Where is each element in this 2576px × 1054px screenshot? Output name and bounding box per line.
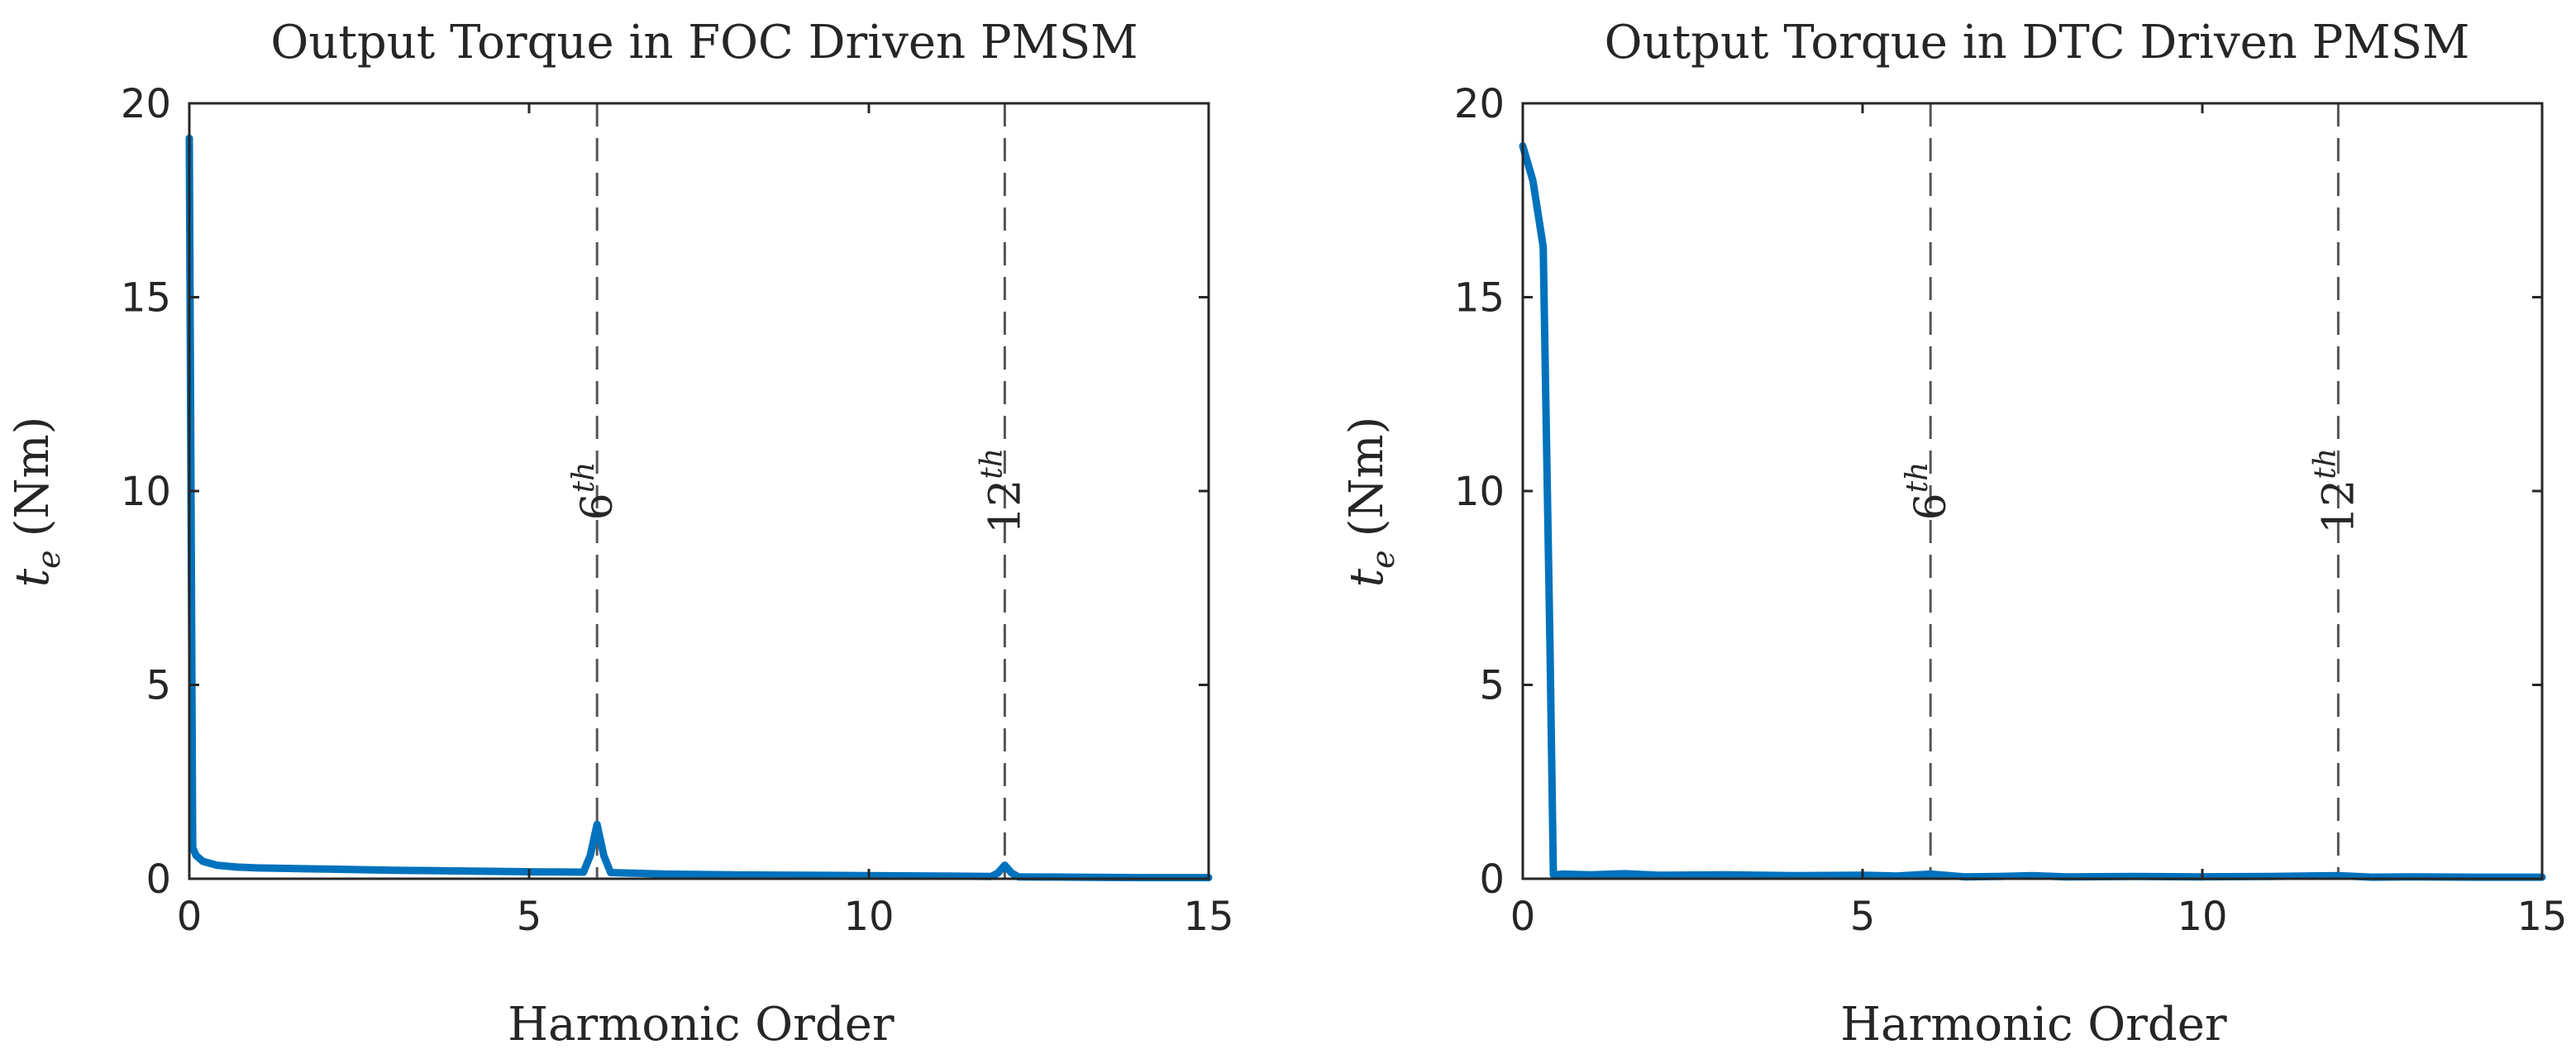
y-tick-label: 0 (1479, 856, 1505, 903)
plot-area-frame (1521, 102, 2544, 880)
harmonic-reference-label: 12th (2308, 448, 2364, 534)
y-axis-label-subscript: e (1365, 550, 1401, 569)
x-tick-label: 10 (843, 894, 894, 940)
y-tick-label: 15 (1454, 275, 1505, 322)
foc-torque-chart: Output Torque in FOC Driven PMSM te(Nm) … (6, 16, 1234, 1052)
x-tick-label: 15 (1183, 894, 1233, 940)
y-tick-label: 5 (145, 663, 171, 709)
torque-series-line (185, 134, 1213, 882)
x-tick-label: 0 (177, 894, 203, 940)
y-axis-label-unit: (Nm) (6, 417, 60, 537)
y-tick-label: 20 (1454, 81, 1505, 127)
torque-series-line (1519, 142, 2546, 881)
harmonic-reference-label-base: 12 (2314, 479, 2364, 534)
harmonic-reference-label-superscript: th (975, 448, 1009, 479)
x-tick-label: 15 (2516, 894, 2567, 940)
x-tick-label: 5 (1850, 894, 1876, 940)
y-axis-label-subscript: e (31, 550, 67, 569)
svg-text:te(Nm): te (Nm) (6, 417, 67, 588)
y-tick-label: 0 (145, 856, 171, 903)
harmonic-reference-label-superscript: th (2308, 448, 2342, 479)
x-tick-label: 5 (517, 894, 542, 940)
y-tick-label: 20 (121, 81, 171, 127)
y-tick-label: 15 (121, 275, 171, 322)
chart-title: Output Torque in FOC Driven PMSM (270, 16, 1138, 69)
y-axis-label-symbol: t (6, 568, 60, 587)
harmonic-reference-label-base: 6 (573, 493, 623, 520)
x-axis-label: Harmonic Order (508, 998, 894, 1052)
harmonic-reference-label: 6th (1901, 462, 1956, 521)
x-axis-label: Harmonic Order (1840, 998, 2227, 1052)
y-tick-label: 10 (121, 469, 171, 515)
harmonic-reference-label: 6th (567, 462, 623, 521)
harmonic-reference-label-superscript: th (1901, 462, 1934, 494)
chart-title: Output Torque in DTC Driven PMSM (1605, 16, 2470, 69)
harmonic-reference-label-superscript: th (567, 462, 601, 494)
plot-area-frame (188, 102, 1210, 880)
x-tick-label: 10 (2177, 894, 2227, 940)
y-axis-label-unit: (Nm) (1340, 417, 1394, 537)
harmonic-reference-label-base: 12 (980, 479, 1030, 534)
harmonic-reference-label: 12th (975, 448, 1030, 534)
dtc-torque-chart: Output Torque in DTC Driven PMSM te(Nm) … (1340, 16, 2568, 1052)
harmonic-reference-label-base: 6 (1906, 493, 1956, 520)
y-axis-label-symbol: t (1340, 568, 1394, 587)
y-axis-label: te (Nm) (1340, 417, 1401, 588)
y-tick-label: 10 (1454, 469, 1505, 515)
y-tick-label: 5 (1479, 663, 1505, 709)
x-tick-label: 0 (1510, 894, 1536, 940)
svg-text:te(Nm): te (Nm) (1340, 417, 1401, 588)
y-axis-label: te (Nm) (6, 417, 67, 588)
